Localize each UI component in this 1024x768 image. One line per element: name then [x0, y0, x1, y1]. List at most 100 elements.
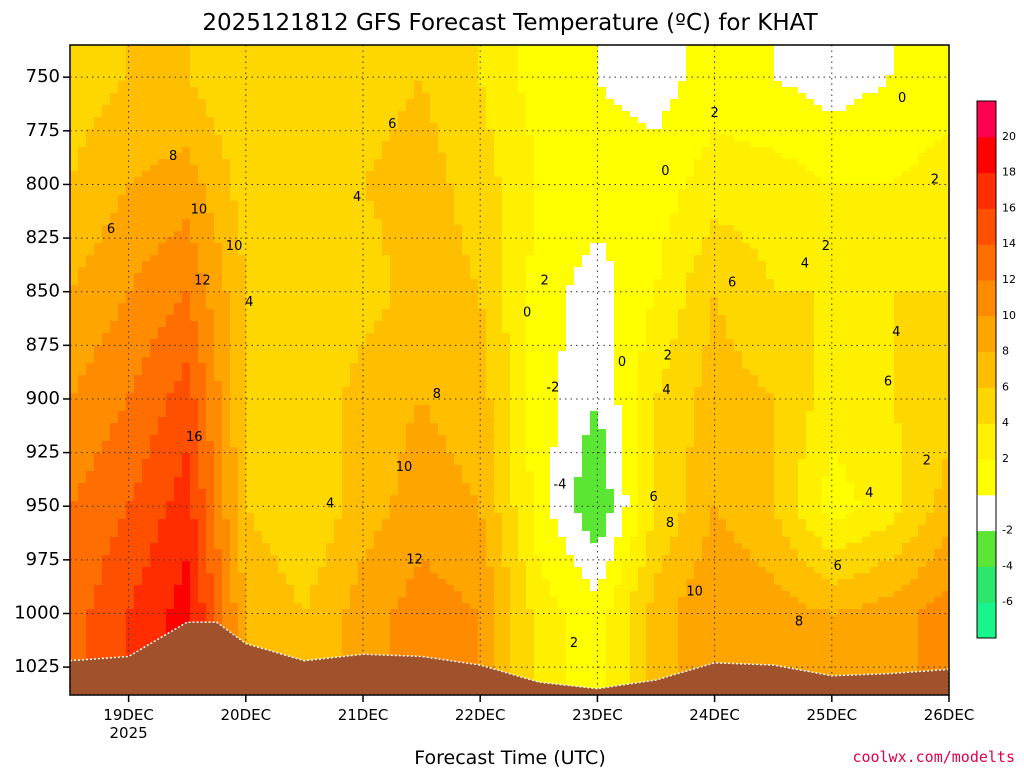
temperature-cell — [270, 477, 279, 484]
temperature-cell — [94, 495, 103, 502]
temperature-cell — [246, 561, 255, 568]
temperature-cell — [158, 531, 167, 538]
temperature-cell — [102, 219, 111, 226]
temperature-cell — [142, 597, 151, 604]
temperature-cell — [350, 291, 359, 298]
temperature-cell — [286, 465, 295, 472]
temperature-cell — [118, 441, 127, 448]
temperature-cell — [326, 315, 335, 322]
temperature-cell — [334, 225, 343, 232]
temperature-cell — [166, 465, 175, 472]
temperature-cell — [270, 417, 279, 424]
temperature-cell — [134, 333, 143, 340]
temperature-cell — [382, 297, 391, 304]
temperature-cell — [206, 615, 215, 622]
temperature-cell — [230, 621, 239, 628]
temperature-cell — [246, 321, 255, 328]
temperature-cell — [270, 231, 279, 238]
temperature-cell — [254, 573, 263, 580]
temperature-cell — [406, 159, 415, 166]
temperature-cell — [334, 621, 343, 628]
temperature-cell — [126, 111, 135, 118]
temperature-cell — [110, 555, 119, 562]
temperature-cell — [326, 105, 335, 112]
temperature-cell — [334, 189, 343, 196]
temperature-cell — [86, 351, 95, 358]
temperature-cell — [278, 123, 287, 130]
temperature-cell — [166, 579, 175, 586]
temperature-cell — [358, 537, 367, 544]
temperature-cell — [174, 165, 183, 172]
temperature-cell — [430, 321, 439, 328]
temperature-cell — [358, 399, 367, 406]
temperature-cell — [150, 519, 159, 526]
temperature-cell — [310, 579, 319, 586]
temperature-cell — [158, 549, 167, 556]
temperature-cell — [166, 105, 175, 112]
temperature-cell — [366, 321, 375, 328]
temperature-cell — [382, 279, 391, 286]
temperature-cell — [422, 51, 431, 58]
temperature-cell — [238, 423, 247, 430]
temperature-cell — [86, 327, 95, 334]
temperature-cell — [270, 543, 279, 550]
temperature-cell — [342, 261, 351, 268]
temperature-cell — [94, 255, 103, 262]
temperature-cell — [430, 297, 439, 304]
temperature-cell — [206, 591, 215, 598]
temperature-cell — [110, 309, 119, 316]
temperature-cell — [318, 87, 327, 94]
temperature-cell — [158, 555, 167, 562]
temperature-cell — [318, 441, 327, 448]
temperature-cell — [382, 51, 391, 58]
temperature-cell — [406, 69, 415, 76]
temperature-cell — [254, 315, 263, 322]
temperature-cell — [310, 351, 319, 358]
temperature-cell — [110, 291, 119, 298]
temperature-cell — [110, 111, 119, 118]
temperature-cell — [406, 627, 415, 634]
temperature-cell — [150, 513, 159, 520]
temperature-cell — [382, 495, 391, 502]
temperature-cell — [270, 297, 279, 304]
temperature-cell — [118, 573, 127, 580]
temperature-cell — [142, 633, 151, 640]
temperature-cell — [102, 237, 111, 244]
temperature-cell — [214, 99, 223, 106]
temperature-cell — [182, 237, 191, 244]
temperature-cell — [238, 123, 247, 130]
temperature-cell — [174, 477, 183, 484]
temperature-cell — [206, 501, 215, 508]
temperature-cell — [342, 57, 351, 64]
temperature-cell — [134, 345, 143, 352]
temperature-cell — [342, 471, 351, 478]
temperature-cell — [382, 645, 391, 652]
temperature-cell — [366, 219, 375, 226]
temperature-cell — [270, 267, 279, 274]
temperature-cell — [86, 519, 95, 526]
temperature-cell — [350, 381, 359, 388]
temperature-cell — [270, 423, 279, 430]
temperature-cell — [366, 69, 375, 76]
temperature-cell — [334, 333, 343, 340]
temperature-cell — [278, 87, 287, 94]
temperature-cell — [254, 519, 263, 526]
temperature-cell — [142, 279, 151, 286]
temperature-cell — [374, 495, 383, 502]
temperature-cell — [294, 501, 303, 508]
temperature-cell — [246, 489, 255, 496]
temperature-cell — [238, 195, 247, 202]
temperature-cell — [190, 129, 199, 136]
temperature-cell — [150, 489, 159, 496]
temperature-cell — [406, 603, 415, 610]
temperature-cell — [126, 195, 135, 202]
temperature-cell — [358, 93, 367, 100]
temperature-cell — [230, 99, 239, 106]
temperature-cell — [118, 435, 127, 442]
temperature-cell — [430, 255, 439, 262]
temperature-cell — [430, 309, 439, 316]
temperature-cell — [142, 231, 151, 238]
temperature-cell — [94, 531, 103, 538]
temperature-cell — [142, 195, 151, 202]
temperature-cell — [414, 621, 423, 628]
